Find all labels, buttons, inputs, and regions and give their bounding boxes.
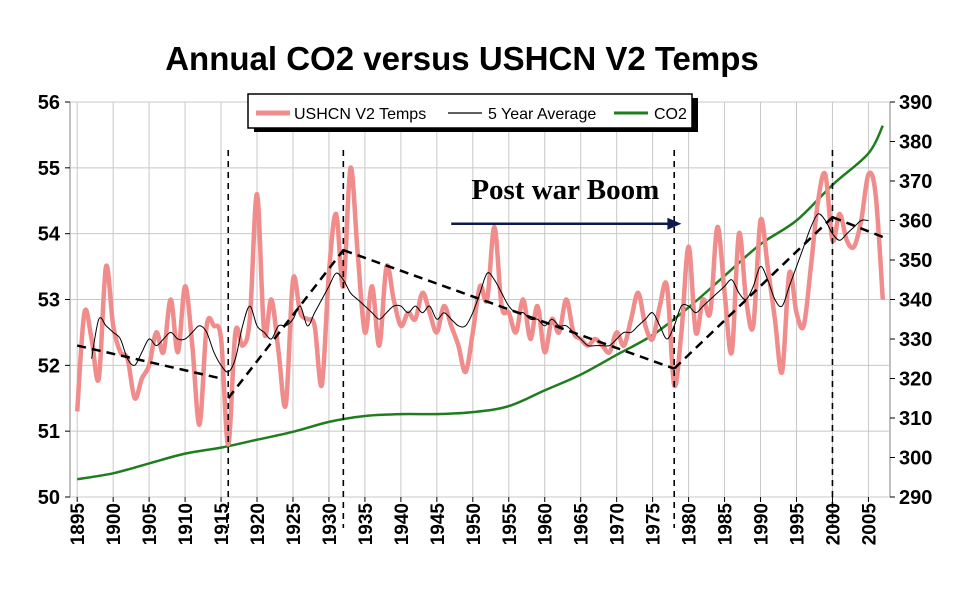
y-right-tick-label: 340: [899, 290, 932, 312]
y-left-tick-label: 51: [38, 421, 60, 443]
y-left-tick-label: 52: [38, 355, 60, 377]
legend-label-temps: USHCN V2 Temps: [294, 106, 426, 123]
x-tick-label: 1975: [644, 503, 665, 546]
x-tick-label: 1925: [284, 503, 305, 546]
y-left-tick-label: 55: [38, 158, 60, 180]
x-tick-label: 1955: [500, 503, 521, 546]
vertical-markers: [227, 150, 834, 528]
annotation-text: Post war Boom: [471, 174, 659, 206]
annotation-arrow-head: [667, 217, 682, 230]
x-tick-label: 1950: [464, 503, 485, 545]
x-tick-label: 1960: [536, 503, 557, 545]
trend-lines: [76, 216, 884, 400]
x-tick-label: 1895: [68, 503, 89, 546]
y-right-tick-label: 290: [899, 487, 932, 509]
legend-box: [247, 93, 693, 129]
legend-label-average: 5 Year Average: [488, 106, 596, 123]
y-right-tick-label: 380: [899, 132, 932, 154]
x-tick-label: 1915: [212, 503, 233, 546]
x-tick-label: 1935: [356, 503, 377, 546]
trend-line: [342, 248, 675, 370]
trend-line: [76, 344, 222, 380]
x-axis: 1895 1900 1905 1910 1915 1920 1925 1930 1935 1940…: [68, 497, 880, 545]
x-tick-label: 1910: [176, 503, 197, 545]
x-tick-label: 1930: [320, 503, 341, 545]
x-tick-label: 1970: [608, 503, 629, 545]
x-tick-label: 1920: [248, 503, 269, 545]
left-axis: 50 51 52 53 54 55 56: [38, 92, 70, 509]
x-tick-label: 2005: [859, 503, 880, 546]
y-right-tick-label: 330: [899, 329, 932, 351]
x-tick-label: 1995: [788, 503, 809, 546]
y-right-tick-label: 300: [899, 448, 932, 470]
y-right-tick-label: 350: [899, 250, 932, 272]
y-right-tick-label: 320: [899, 369, 932, 391]
trend-line: [227, 249, 345, 400]
y-left-tick-label: 53: [38, 290, 60, 312]
x-tick-label: 1900: [104, 503, 125, 545]
x-tick-label: 1940: [392, 503, 413, 545]
chart-title: Annual CO2 versus USHCN V2 Temps: [165, 40, 759, 77]
average-series: [91, 213, 869, 373]
y-left-tick-label: 56: [38, 92, 60, 114]
y-right-tick-label: 370: [899, 171, 932, 193]
x-tick-label: 2000: [824, 503, 845, 545]
trend-line: [831, 216, 884, 239]
x-tick-label: 1990: [752, 503, 773, 545]
gridlines: [70, 101, 890, 498]
legend: USHCN V2 Temps 5 Year Average CO2: [247, 93, 698, 132]
trend-line: [673, 216, 834, 370]
x-tick-label: 1980: [680, 503, 701, 545]
y-left-tick-label: 54: [38, 224, 61, 246]
y-left-tick-label: 50: [38, 487, 60, 509]
y-right-tick-label: 310: [899, 408, 932, 430]
y-right-tick-label: 390: [899, 92, 932, 114]
x-tick-label: 1985: [716, 503, 737, 546]
y-right-tick-label: 360: [899, 211, 932, 233]
x-tick-label: 1945: [428, 503, 449, 546]
series-line-temps: [74, 165, 886, 447]
series-line-average: [91, 213, 869, 373]
annotations: Post war Boom: [451, 174, 682, 230]
x-tick-label: 1905: [140, 503, 161, 546]
legend-label-co2: CO2: [654, 106, 687, 123]
right-axis: 290 300 310 320 330 340 350 360 370 380 390: [890, 92, 932, 509]
x-tick-label: 1965: [572, 503, 593, 546]
temps-series: [74, 165, 886, 447]
